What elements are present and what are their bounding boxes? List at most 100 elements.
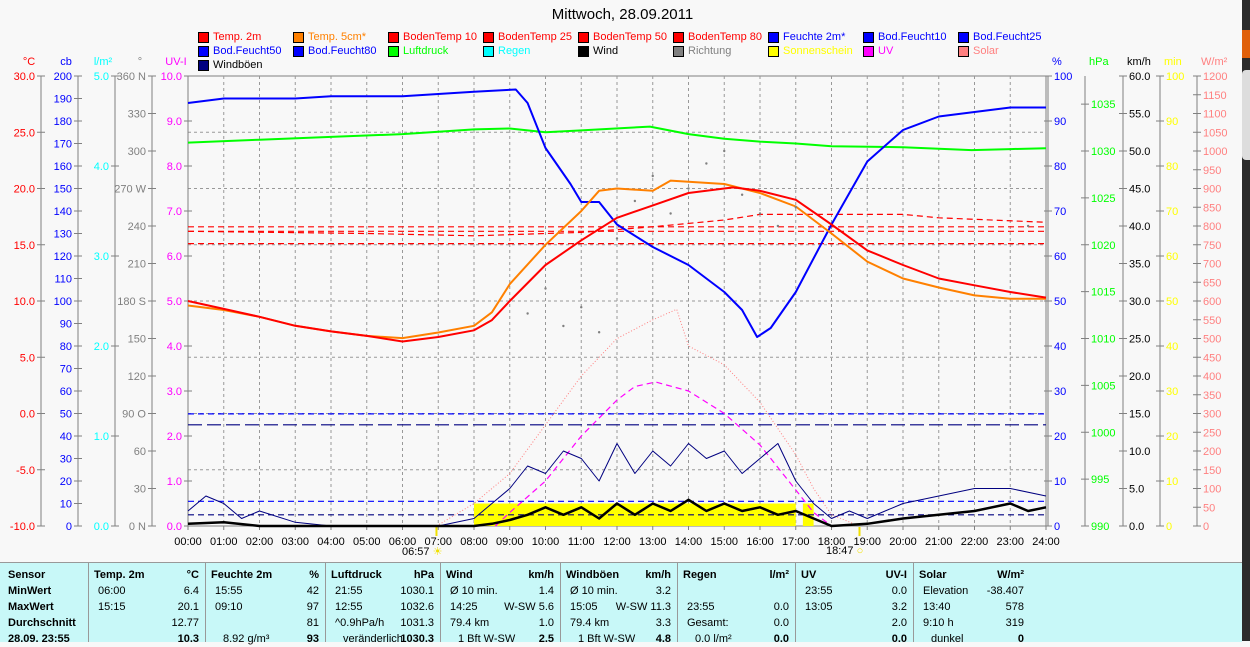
cell-value: 2.5 <box>538 633 554 645</box>
x-tick-label: 14:00 <box>675 536 703 548</box>
legend-label: Wind <box>593 45 619 57</box>
weather-chart: °C 30.0 25.0 20.0 15.0 10.0 5.0 0.0 -5.0 -10.0 cb 2… <box>10 56 1228 548</box>
solar-tick-label: 450 <box>1203 352 1221 364</box>
legend-label: Luftdruck <box>403 45 449 57</box>
cb-tick-label: 10 <box>60 499 72 511</box>
temp-tick-label: 10.0 <box>14 296 35 308</box>
legend-item[interactable]: BodenTemp 25 <box>483 31 572 43</box>
legend-item[interactable]: BodenTemp 80 <box>673 31 762 43</box>
temp-tick-label: 25.0 <box>14 127 35 139</box>
wind-tick-label: 45.0 <box>1129 184 1150 196</box>
cell-time: 79.4 km <box>570 617 610 629</box>
solar-tick-label: 1050 <box>1203 127 1227 139</box>
x-tick-label: 00:00 <box>174 536 202 548</box>
series-wind-line <box>187 498 1047 528</box>
legend-item[interactable]: Wind <box>578 45 618 57</box>
legend-item[interactable]: Sonnenschein <box>768 45 853 57</box>
cell-value: 3.2 <box>655 585 671 597</box>
uvi-tick-label: 10.0 <box>161 71 182 83</box>
cell-value: 1030.1 <box>400 585 434 597</box>
legend-swatch <box>673 45 684 57</box>
series-richtung-point <box>562 324 565 328</box>
wind-tick-label: 25.0 <box>1129 334 1150 346</box>
legend-item[interactable]: Bod.Feucht80 <box>293 45 377 57</box>
legend-item[interactable]: Regen <box>483 45 530 57</box>
dir-tick-label: 120 <box>128 371 146 383</box>
temp-tick-label: 20.0 <box>14 184 35 196</box>
hum-tick-label: 10 <box>1054 476 1066 488</box>
row-label: MaxWert <box>8 601 54 613</box>
legend-label: UV <box>878 45 894 57</box>
temp-tick-label: 5.0 <box>20 352 35 364</box>
cell-time: 23:55 <box>805 585 833 597</box>
uvi-tick-label: 3.0 <box>167 386 182 398</box>
legend-item[interactable]: Solar <box>958 45 999 57</box>
chart-title: Mittwoch, 28.09.2011 <box>551 6 694 23</box>
press-tick-label: 1015 <box>1091 287 1115 299</box>
rain-tick-label: 4.0 <box>94 161 109 173</box>
x-tick-label: 04:00 <box>317 536 345 548</box>
legend-item[interactable]: UV <box>863 45 893 57</box>
cb-tick-label: 100 <box>54 296 72 308</box>
legend-item[interactable]: BodenTemp 50 <box>578 31 667 43</box>
dir-tick-label: 30 <box>134 484 146 496</box>
cell-time: Elevation <box>923 585 969 597</box>
dir-tick-label: 330 <box>128 109 146 121</box>
press-tick-label: 1000 <box>1091 427 1115 439</box>
hum-tick-label: 50 <box>1054 296 1066 308</box>
rain-tick-label: 0.0 <box>94 521 109 533</box>
legend-item[interactable]: Temp. 2m <box>198 31 261 43</box>
sun-tick-label: 60 <box>1166 251 1178 263</box>
cell-time: 15:55 <box>215 585 243 597</box>
cell-value: 1.0 <box>538 617 554 629</box>
legend-item[interactable]: Windböen <box>198 59 263 71</box>
sunset-time: 18:47 <box>826 545 854 557</box>
cell-value: 4.8 <box>655 633 671 645</box>
column-header: Wind <box>446 569 473 581</box>
cb-tick-label: 20 <box>60 476 72 488</box>
legend-item[interactable]: Temp. 5cm* <box>293 31 366 43</box>
solar-tick-label: 700 <box>1203 259 1221 271</box>
series-uv-line <box>494 381 832 527</box>
series-richtung-point <box>580 306 583 309</box>
cell-value: 1031.3 <box>400 617 434 629</box>
solar-tick-label: 850 <box>1203 202 1221 214</box>
wind-tick-label: 20.0 <box>1129 371 1150 383</box>
cb-tick-label: 110 <box>54 274 72 286</box>
cell-value: 0.0 <box>773 633 789 645</box>
x-tick-label: 15:00 <box>710 536 738 548</box>
series-richtung-point <box>758 212 762 215</box>
sunrise-label: 06:57 ☀ <box>402 545 442 558</box>
solar-tick-label: 150 <box>1203 465 1221 477</box>
moon-icon: ○ <box>856 545 864 557</box>
legend-label: Temp. 5cm* <box>308 31 367 43</box>
solar-tick-label: 300 <box>1203 409 1221 421</box>
legend-item[interactable]: Luftdruck <box>388 45 448 57</box>
x-tick-label: 18:00 <box>818 536 846 548</box>
sun-tick-label: 90 <box>1166 116 1178 128</box>
column-header: Temp. 2m <box>94 569 145 581</box>
table-column: UV UV-I 23:55 0.0 13:05 3.2 2.0 0.0 <box>795 563 914 645</box>
legend-item[interactable]: Bod.Feucht25 <box>958 31 1042 43</box>
series-feuchte-2m--line <box>187 88 1046 338</box>
solar-tick-label: 600 <box>1203 296 1221 308</box>
legend-swatch <box>578 31 589 43</box>
legend-label: Bod.Feucht50 <box>213 45 282 57</box>
cb-tick-label: 40 <box>60 431 72 443</box>
legend-item[interactable]: BodenTemp 10 <box>388 31 477 43</box>
legend-item[interactable]: Bod.Feucht10 <box>863 31 947 43</box>
cb-tick-label: 90 <box>60 319 72 331</box>
legend-swatch <box>673 31 684 43</box>
cb-tick-label: 150 <box>54 184 72 196</box>
series-richtung-point <box>794 206 797 209</box>
legend-item[interactable]: Bod.Feucht50 <box>198 45 282 57</box>
cell-time: 09:10 <box>215 601 243 613</box>
series-richtung-point <box>544 287 547 290</box>
cell-value: 1032.6 <box>400 601 434 613</box>
cb-tick-label: 200 <box>54 71 72 83</box>
table-column: Regen l/m² 23:55 0.0 Gesamt: 0.0 0.0 l/m² 0.0 <box>677 563 796 645</box>
legend-item[interactable]: Feuchte 2m* <box>768 31 845 43</box>
wind-tick-label: 55.0 <box>1129 109 1150 121</box>
temp-tick-label: -5.0 <box>16 465 35 477</box>
legend-item[interactable]: Richtung <box>673 45 731 57</box>
